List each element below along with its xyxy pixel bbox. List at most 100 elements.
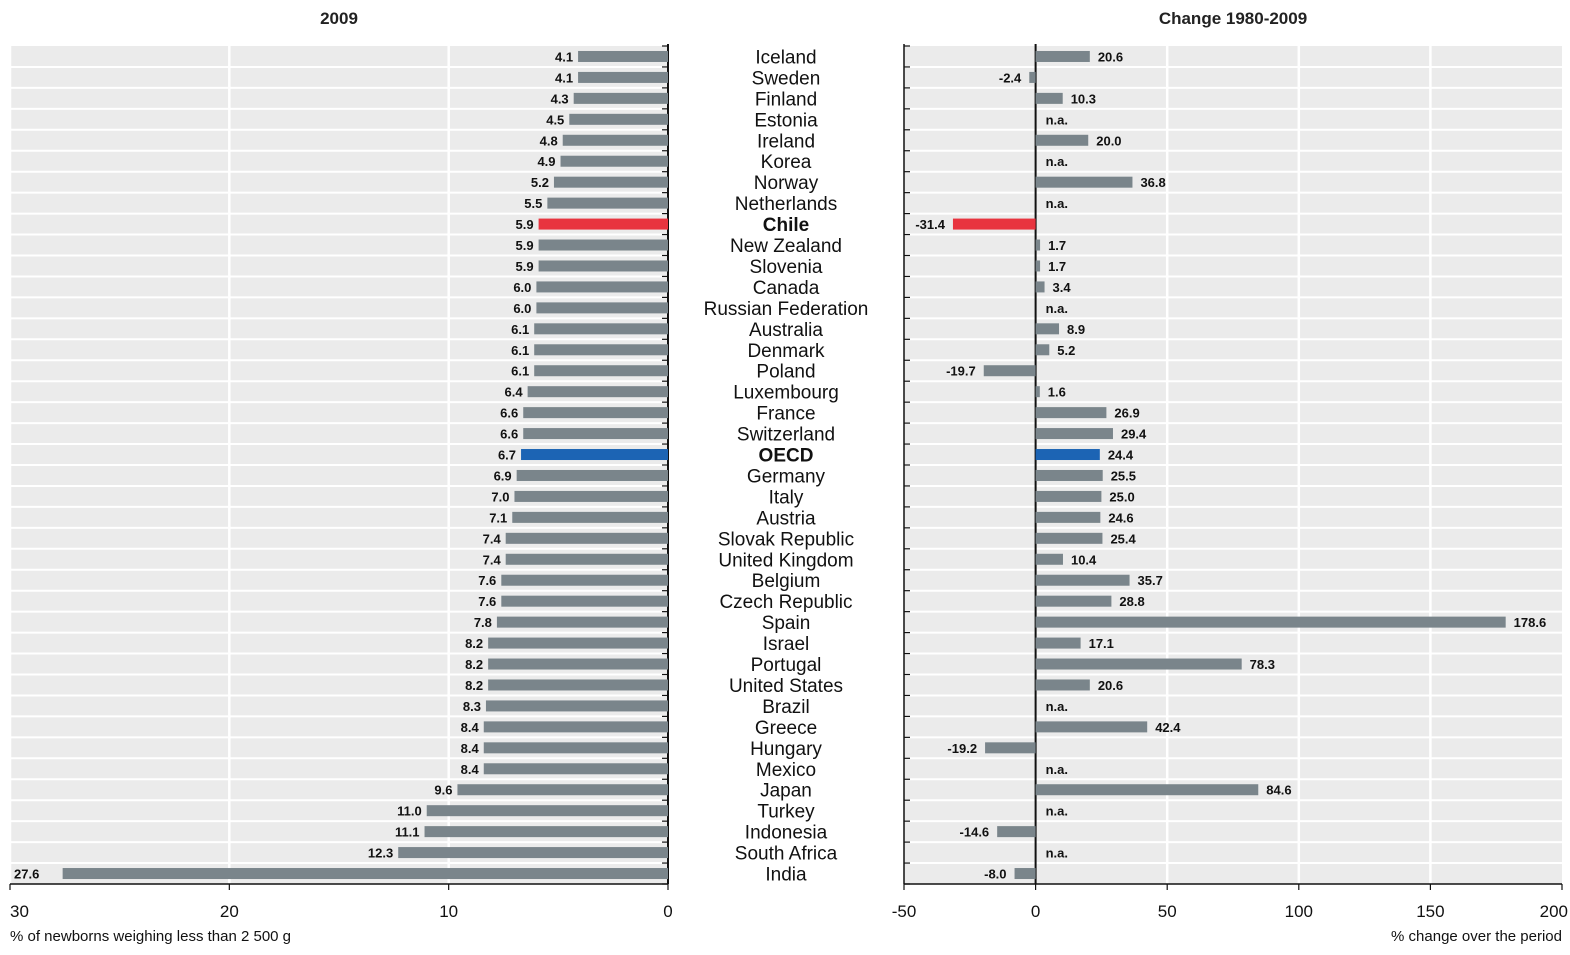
country-label-luxembourg: Luxembourg bbox=[733, 383, 839, 404]
country-label-hungary: Hungary bbox=[750, 739, 822, 760]
country-label-portugal: Portugal bbox=[751, 655, 822, 676]
bar-change-belgium bbox=[1035, 574, 1130, 586]
value-label-change-indonesia: -14.6 bbox=[960, 825, 990, 840]
value-label-2009-israel: 8.2 bbox=[465, 636, 483, 651]
left-panel-2009: 30 20 10 0 2009 % of newborns weighing less t… bbox=[8, 9, 673, 945]
value-label-2009-india: 27.6 bbox=[14, 867, 39, 882]
value-label-2009-switzerland: 6.6 bbox=[500, 427, 518, 442]
value-label-2009-finland: 4.3 bbox=[551, 91, 569, 106]
bar-change-india bbox=[1014, 868, 1036, 880]
bar-2009-japan bbox=[457, 784, 668, 796]
bar-2009-india bbox=[62, 868, 668, 880]
left-x-tick-label: 20 bbox=[220, 902, 239, 921]
country-label-mexico: Mexico bbox=[756, 760, 816, 781]
value-label-change-switzerland: 29.4 bbox=[1121, 427, 1147, 442]
value-label-2009-united-states: 8.2 bbox=[465, 678, 483, 693]
value-label-change-czech-republic: 28.8 bbox=[1119, 594, 1144, 609]
bar-change-sweden bbox=[1029, 71, 1036, 83]
country-label-czech-republic: Czech Republic bbox=[719, 592, 852, 613]
value-label-2009-ireland: 4.8 bbox=[540, 133, 558, 148]
country-label-belgium: Belgium bbox=[752, 571, 821, 592]
bar-2009-portugal bbox=[488, 658, 668, 670]
value-label-change-united-kingdom: 10.4 bbox=[1071, 552, 1097, 567]
country-label-indonesia: Indonesia bbox=[745, 823, 828, 844]
bar-2009-denmark bbox=[534, 344, 668, 356]
bar-2009-brazil bbox=[485, 700, 668, 712]
value-label-change-slovak-republic: 25.4 bbox=[1110, 531, 1136, 546]
right-x-tick-label: 50 bbox=[1158, 902, 1177, 921]
value-label-change-spain: 178.6 bbox=[1514, 615, 1547, 630]
bar-change-hungary bbox=[985, 742, 1036, 754]
right-x-tick-label: 150 bbox=[1416, 902, 1444, 921]
country-label-brazil: Brazil bbox=[762, 697, 810, 718]
bar-change-luxembourg bbox=[1035, 386, 1040, 398]
country-label-iceland: Iceland bbox=[755, 47, 816, 68]
country-label-slovak-republic: Slovak Republic bbox=[718, 529, 854, 550]
left-x-tick-label: 0 bbox=[663, 902, 672, 921]
bar-change-chile bbox=[952, 218, 1036, 230]
value-label-2009-brazil: 8.3 bbox=[463, 699, 481, 714]
country-label-new-zealand: New Zealand bbox=[730, 236, 842, 257]
country-label-denmark: Denmark bbox=[747, 341, 825, 362]
value-label-change-luxembourg: 1.6 bbox=[1048, 385, 1066, 400]
value-label-2009-luxembourg: 6.4 bbox=[505, 385, 524, 400]
value-label-2009-estonia: 4.5 bbox=[546, 112, 564, 127]
value-label-change-hungary: -19.2 bbox=[947, 741, 977, 756]
value-label-2009-belgium: 7.6 bbox=[478, 573, 496, 588]
bar-change-indonesia bbox=[997, 826, 1036, 838]
value-label-2009-czech-republic: 7.6 bbox=[478, 594, 496, 609]
country-label-netherlands: Netherlands bbox=[735, 194, 837, 215]
value-label-2009-united-kingdom: 7.4 bbox=[483, 552, 502, 567]
value-label-2009-korea: 4.9 bbox=[537, 154, 555, 169]
country-label-estonia: Estonia bbox=[754, 110, 818, 131]
value-label-change-italy: 25.0 bbox=[1109, 489, 1134, 504]
value-label-change-estonia: n.a. bbox=[1046, 112, 1068, 127]
bar-2009-spain bbox=[496, 616, 668, 628]
bar-2009-norway bbox=[553, 176, 668, 188]
country-label-austria: Austria bbox=[756, 508, 816, 529]
value-label-change-turkey: n.a. bbox=[1046, 804, 1068, 819]
value-label-2009-poland: 6.1 bbox=[511, 364, 529, 379]
value-label-2009-portugal: 8.2 bbox=[465, 657, 483, 672]
country-label-norway: Norway bbox=[754, 173, 819, 194]
bar-2009-south-africa bbox=[398, 847, 668, 859]
value-label-change-poland: -19.7 bbox=[946, 364, 976, 379]
value-label-2009-russian-federation: 6.0 bbox=[513, 301, 531, 316]
value-label-2009-germany: 6.9 bbox=[494, 468, 512, 483]
country-label-finland: Finland bbox=[755, 89, 817, 110]
country-labels: IcelandSwedenFinlandEstoniaIrelandKoreaN… bbox=[704, 47, 869, 885]
bar-change-austria bbox=[1035, 511, 1101, 523]
bar-2009-estonia bbox=[569, 113, 668, 125]
right-panel-change: -50 0 50 100 150 200 Change 1980-2009 % change … bbox=[892, 9, 1568, 945]
right-chart-title: Change 1980-2009 bbox=[1159, 9, 1307, 28]
value-label-change-india: -8.0 bbox=[984, 867, 1006, 882]
value-label-change-mexico: n.a. bbox=[1046, 762, 1068, 777]
country-label-switzerland: Switzerland bbox=[737, 425, 835, 446]
left-x-axis-label: % of newborns weighing less than 2 500 g bbox=[10, 928, 291, 945]
value-label-2009-chile: 5.9 bbox=[516, 217, 534, 232]
value-label-change-australia: 8.9 bbox=[1067, 322, 1085, 337]
value-label-change-chile: -31.4 bbox=[915, 217, 945, 232]
value-label-2009-italy: 7.0 bbox=[491, 489, 509, 504]
bar-change-canada bbox=[1035, 281, 1045, 293]
bar-2009-oecd bbox=[521, 449, 668, 461]
value-label-change-oecd: 24.4 bbox=[1108, 448, 1134, 463]
value-label-change-sweden: -2.4 bbox=[999, 70, 1022, 85]
bar-2009-switzerland bbox=[523, 428, 668, 440]
bar-change-slovenia bbox=[1035, 260, 1041, 272]
value-label-change-south-africa: n.a. bbox=[1046, 846, 1068, 861]
right-x-tick-label: 200 bbox=[1540, 902, 1568, 921]
bar-2009-hungary bbox=[483, 742, 668, 754]
value-label-change-brazil: n.a. bbox=[1046, 699, 1068, 714]
bar-change-norway bbox=[1035, 176, 1133, 188]
bar-2009-indonesia bbox=[424, 826, 668, 838]
bar-2009-united-states bbox=[488, 679, 668, 691]
country-label-south-africa: South Africa bbox=[735, 844, 838, 865]
country-label-sweden: Sweden bbox=[752, 68, 821, 89]
bar-2009-italy bbox=[514, 490, 668, 502]
country-label-canada: Canada bbox=[753, 278, 820, 299]
value-label-change-finland: 10.3 bbox=[1071, 91, 1096, 106]
right-x-tick-label: 0 bbox=[1031, 902, 1040, 921]
country-label-germany: Germany bbox=[747, 466, 826, 487]
bar-change-oecd bbox=[1035, 449, 1100, 461]
